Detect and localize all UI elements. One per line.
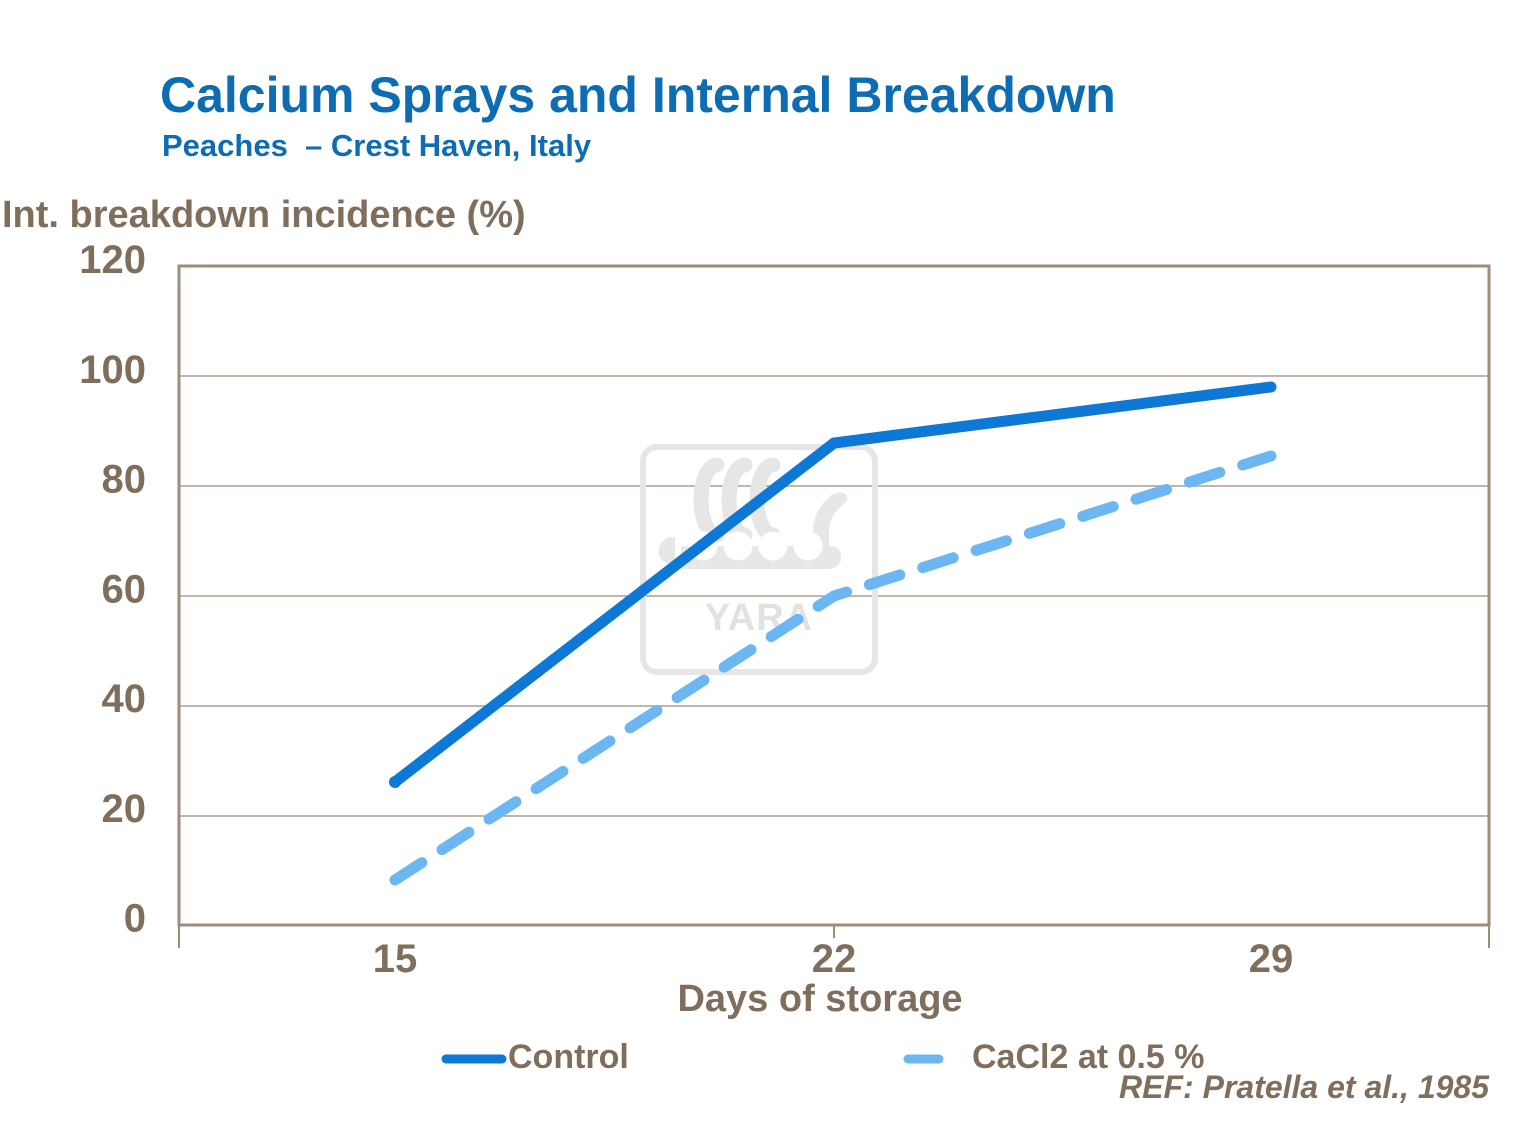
svg-text:22: 22 (812, 937, 857, 981)
svg-text:20: 20 (102, 787, 147, 831)
svg-text:100: 100 (79, 348, 146, 392)
svg-text:Days of storage: Days of storage (677, 978, 962, 1020)
svg-text:Control: Control (508, 1038, 629, 1076)
svg-text:60: 60 (102, 567, 147, 611)
svg-text:120: 120 (79, 238, 146, 282)
svg-text:0: 0 (124, 897, 146, 941)
svg-text:40: 40 (102, 677, 147, 721)
svg-text:29: 29 (1249, 937, 1294, 981)
svg-text:15: 15 (373, 937, 418, 981)
svg-text:80: 80 (102, 458, 147, 502)
svg-text:REF: Pratella et al., 1985: REF: Pratella et al., 1985 (1119, 1069, 1490, 1105)
